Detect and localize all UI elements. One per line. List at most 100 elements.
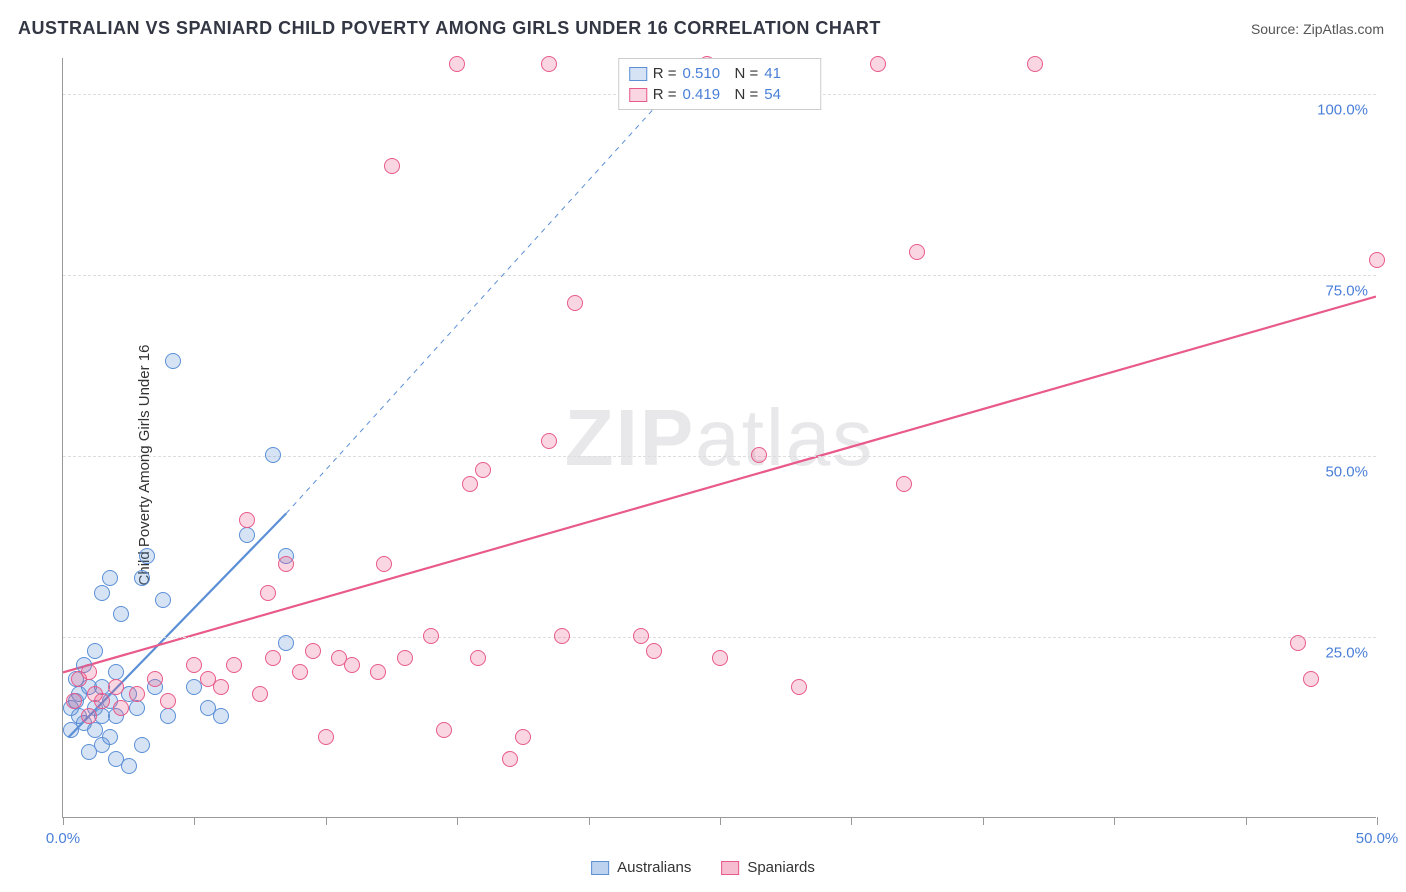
data-point — [278, 635, 294, 651]
data-point — [449, 56, 465, 72]
data-point — [213, 679, 229, 695]
series-legend: Australians Spaniards — [591, 859, 815, 876]
data-point — [239, 512, 255, 528]
x-tick-label: 50.0% — [1356, 830, 1399, 847]
data-point — [121, 758, 137, 774]
stats-legend-row: R = 0.510 N = 41 — [629, 63, 811, 84]
n-value: 54 — [764, 86, 810, 103]
watermark: ZIPatlas — [565, 392, 874, 484]
chart-title: AUSTRALIAN VS SPANIARD CHILD POVERTY AMO… — [18, 18, 881, 39]
r-label: R = — [653, 65, 677, 82]
source-attribution: Source: ZipAtlas.com — [1251, 21, 1384, 37]
x-tick — [1114, 817, 1115, 825]
data-point — [370, 664, 386, 680]
data-point — [213, 708, 229, 724]
data-point — [646, 643, 662, 659]
data-point — [1027, 56, 1043, 72]
data-point — [265, 650, 281, 666]
data-point — [541, 56, 557, 72]
gridline — [63, 275, 1376, 276]
data-point — [252, 686, 268, 702]
data-point — [712, 650, 728, 666]
y-tick-label: 50.0% — [1325, 464, 1368, 481]
data-point — [108, 679, 124, 695]
data-point — [318, 729, 334, 745]
data-point — [113, 700, 129, 716]
data-point — [155, 592, 171, 608]
data-point — [423, 628, 439, 644]
data-point — [81, 708, 97, 724]
r-value: 0.510 — [683, 65, 729, 82]
n-label: N = — [735, 86, 759, 103]
legend-label: Australians — [617, 859, 691, 876]
data-point — [502, 751, 518, 767]
data-point — [791, 679, 807, 695]
x-tick — [589, 817, 590, 825]
chart-container: Child Poverty Among Girls Under 16 ZIPat… — [18, 50, 1388, 880]
gridline — [63, 637, 1376, 638]
data-point — [94, 693, 110, 709]
x-tick — [63, 817, 64, 825]
data-point — [129, 686, 145, 702]
data-point — [1303, 671, 1319, 687]
n-label: N = — [735, 65, 759, 82]
legend-item: Spaniards — [721, 859, 815, 876]
data-point — [81, 664, 97, 680]
data-point — [260, 585, 276, 601]
data-point — [278, 556, 294, 572]
data-point — [554, 628, 570, 644]
legend-swatch — [629, 67, 647, 81]
data-point — [470, 650, 486, 666]
data-point — [896, 476, 912, 492]
data-point — [134, 570, 150, 586]
r-value: 0.419 — [683, 86, 729, 103]
x-tick — [851, 817, 852, 825]
x-tick — [1377, 817, 1378, 825]
legend-swatch — [721, 861, 739, 875]
x-tick — [983, 817, 984, 825]
data-point — [87, 643, 103, 659]
stats-legend-row: R = 0.419 N = 54 — [629, 84, 811, 105]
plot-area: ZIPatlas R = 0.510 N = 41 R = 0.419 N = 54 25.0… — [62, 58, 1376, 818]
r-label: R = — [653, 86, 677, 103]
data-point — [94, 585, 110, 601]
data-point — [226, 657, 242, 673]
data-point — [113, 606, 129, 622]
x-tick-label: 0.0% — [46, 830, 80, 847]
x-tick — [1246, 817, 1247, 825]
watermark-bold: ZIP — [565, 393, 695, 482]
x-tick — [326, 817, 327, 825]
data-point — [475, 462, 491, 478]
x-tick — [720, 817, 721, 825]
y-tick-label: 25.0% — [1325, 645, 1368, 662]
data-point — [384, 158, 400, 174]
data-point — [139, 548, 155, 564]
data-point — [436, 722, 452, 738]
n-value: 41 — [764, 65, 810, 82]
source-prefix: Source: — [1251, 21, 1303, 37]
x-tick — [194, 817, 195, 825]
gridline — [63, 456, 1376, 457]
data-point — [134, 737, 150, 753]
trend-line — [63, 297, 1376, 673]
data-point — [160, 708, 176, 724]
x-tick — [457, 817, 458, 825]
data-point — [909, 244, 925, 260]
data-point — [1369, 252, 1385, 268]
data-point — [186, 657, 202, 673]
legend-swatch — [591, 861, 609, 875]
trend-line — [286, 65, 693, 513]
data-point — [344, 657, 360, 673]
data-point — [165, 353, 181, 369]
data-point — [462, 476, 478, 492]
data-point — [265, 447, 281, 463]
trend-lines-svg — [63, 58, 1376, 817]
source-link[interactable]: ZipAtlas.com — [1303, 21, 1384, 37]
legend-item: Australians — [591, 859, 691, 876]
data-point — [870, 56, 886, 72]
legend-swatch — [629, 88, 647, 102]
y-tick-label: 75.0% — [1325, 283, 1368, 300]
data-point — [541, 433, 557, 449]
data-point — [160, 693, 176, 709]
data-point — [239, 527, 255, 543]
